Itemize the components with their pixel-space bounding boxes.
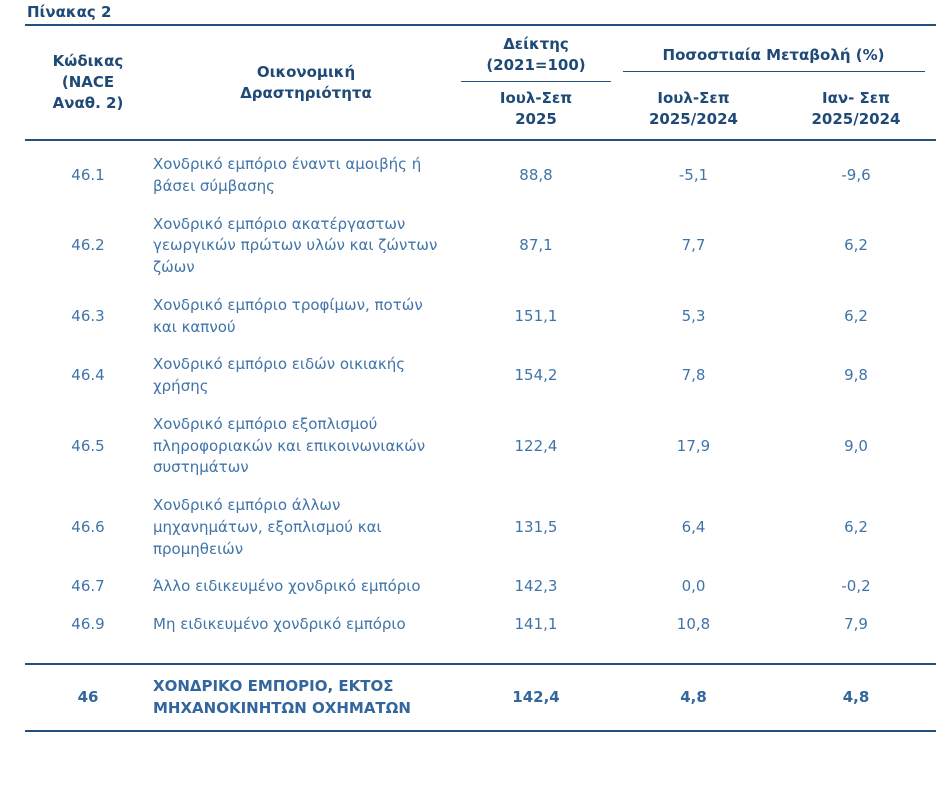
document-page: Πίνακας 2 Κώδικας (NACE Αναθ. 2) Οικονομ… <box>25 3 936 733</box>
header-change-quarter-period: Ιουλ-Σεπ 2025/2024 <box>611 82 776 141</box>
nace-code: 46.4 <box>71 366 105 385</box>
index-value: 87,1 <box>519 236 553 255</box>
table-header: Κώδικας (NACE Αναθ. 2) Οικονομική Δραστη… <box>25 25 936 141</box>
change-quarter-value: 7,8 <box>681 366 706 385</box>
index-value: 88,8 <box>519 165 553 184</box>
total-change-quarter-value: 4,8 <box>611 662 776 733</box>
activity-name: Χονδρικό εμπόριο ακατέργαστων γεωργικών … <box>153 214 438 277</box>
change-ytd-value: 9,0 <box>844 436 868 455</box>
table-row: 46.4 Χονδρικό εμπόριο ειδών οικιακής χρή… <box>25 346 936 406</box>
activity-name: Χονδρικό εμπόριο τροφίμων, ποτών και καπ… <box>153 295 423 336</box>
table-row: 46.9 Μη ειδικευμένο χονδρικό εμπόριο 141… <box>25 606 936 664</box>
change-ytd-value: -0,2 <box>841 577 871 596</box>
change-quarter-value: -5,1 <box>678 165 709 184</box>
change-ytd-value: 9,8 <box>844 366 868 385</box>
change-ytd-value: -9,6 <box>841 165 871 184</box>
nace-code: 46.5 <box>71 436 105 455</box>
nace-code: 46.2 <box>71 236 105 255</box>
activity-name: Χονδρικό εμπόριο εξοπλισμού πληροφοριακώ… <box>153 414 426 477</box>
nace-code: 46.7 <box>71 577 105 596</box>
change-quarter-value: 5,3 <box>681 306 706 325</box>
total-activity-name: ΧΟΝΔΡΙΚΟ ΕΜΠΟΡΙΟ, ΕΚΤΟΣ ΜΗΧΑΝΟΚΙΝΗΤΩΝ ΟΧ… <box>151 662 461 733</box>
change-quarter-value: 0,0 <box>681 577 706 596</box>
header-group-row: Κώδικας (NACE Αναθ. 2) Οικονομική Δραστη… <box>25 25 936 141</box>
activity-name: Χονδρικό εμπόριο έναντι αμοιβής ή βάσει … <box>153 155 422 195</box>
total-row: 46 ΧΟΝΔΡΙΚΟ ΕΜΠΟΡΙΟ, ΕΚΤΟΣ ΜΗΧΑΝΟΚΙΝΗΤΩΝ… <box>25 662 936 733</box>
header-sub-row: Ιουλ-Σεπ 2025 Ιουλ-Σεπ 2025/2024 Ιαν- Σε… <box>25 82 936 141</box>
nace-code: 46.9 <box>71 615 105 633</box>
activity-name: Μη ειδικευμένο χονδρικό εμπόριο <box>153 615 406 633</box>
table-row: 46.6 Χονδρικό εμπόριο άλλων μηχανημάτων,… <box>25 487 936 568</box>
activity-name: Χονδρικό εμπόριο άλλων μηχανημάτων, εξοπ… <box>153 496 382 558</box>
index-value: 151,1 <box>514 306 558 325</box>
table-row: 46.1 Χονδρικό εμπόριο έναντι αμοιβής ή β… <box>25 140 936 206</box>
table-row: 46.2 Χονδρικό εμπόριο ακατέργαστων γεωργ… <box>25 206 936 287</box>
header-change-group: Ποσοστιαία Μεταβολή (%) <box>611 25 936 82</box>
total-nace-code: 46 <box>25 662 151 733</box>
header-activity-column: Οικονομική Δραστηριότητα <box>151 25 461 141</box>
table-title: Πίνακας 2 <box>27 3 112 21</box>
change-quarter-value: 10,8 <box>676 615 711 633</box>
change-quarter-value: 6,4 <box>681 517 706 536</box>
header-code-label: Κώδικας (NACE Αναθ. 2) <box>52 52 124 112</box>
change-ytd-value: 6,2 <box>844 236 868 255</box>
total-index-value: 142,4 <box>461 662 611 733</box>
activity-name: Άλλο ειδικευμένο χονδρικό εμπόριο <box>153 577 421 596</box>
change-ytd-value: 6,2 <box>844 306 868 325</box>
table-row: 46.7 Άλλο ειδικευμένο χονδρικό εμπόριο 1… <box>25 568 936 606</box>
header-index-group: Δείκτης (2021=100) <box>461 25 611 82</box>
nace-code: 46.1 <box>71 165 105 184</box>
index-value: 154,2 <box>514 366 558 385</box>
table-row: 46.5 Χονδρικό εμπόριο εξοπλισμού πληροφο… <box>25 406 936 487</box>
table-total-section: 46 ΧΟΝΔΡΙΚΟ ΕΜΠΟΡΙΟ, ΕΚΤΟΣ ΜΗΧΑΝΟΚΙΝΗΤΩΝ… <box>25 662 936 733</box>
index-value: 131,5 <box>514 517 558 536</box>
table-row: 46.3 Χονδρικό εμπόριο τροφίμων, ποτών κα… <box>25 287 936 347</box>
header-change-ytd-period: Ιαν- Σεπ 2025/2024 <box>776 82 936 141</box>
nace-code: 46.6 <box>71 517 105 536</box>
change-ytd-value: 6,2 <box>844 517 868 536</box>
header-index-period: Ιουλ-Σεπ 2025 <box>461 82 611 141</box>
index-value: 122,4 <box>514 436 558 455</box>
change-ytd-value: 7,9 <box>844 615 868 633</box>
index-value: 141,1 <box>514 615 558 633</box>
table-body: 46.1 Χονδρικό εμπόριο έναντι αμοιβής ή β… <box>25 140 936 664</box>
header-code-column: Κώδικας (NACE Αναθ. 2) <box>25 25 151 141</box>
nace-code: 46.3 <box>71 306 105 325</box>
total-change-ytd-value: 4,8 <box>776 662 936 733</box>
index-value: 142,3 <box>514 577 558 596</box>
change-quarter-value: 17,9 <box>676 436 711 455</box>
change-quarter-value: 7,7 <box>681 236 706 255</box>
activity-name: Χονδρικό εμπόριο ειδών οικιακής χρήσης <box>153 355 406 395</box>
statistics-table: Κώδικας (NACE Αναθ. 2) Οικονομική Δραστη… <box>25 24 936 733</box>
header-index-group-label: Δείκτης (2021=100) <box>461 34 611 82</box>
header-change-group-label: Ποσοστιαία Μεταβολή (%) <box>622 45 925 72</box>
header-activity-label: Οικονομική Δραστηριότητα <box>240 62 372 102</box>
